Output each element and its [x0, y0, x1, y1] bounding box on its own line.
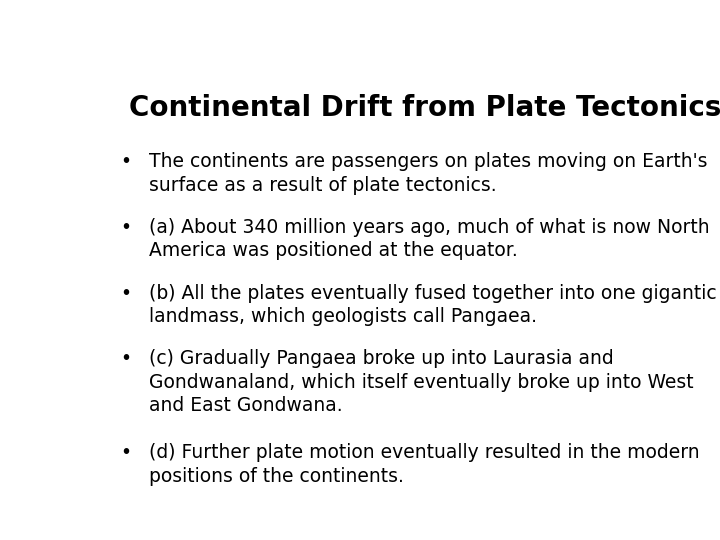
Text: •: •: [121, 218, 132, 237]
Text: (d) Further plate motion eventually resulted in the modern
positions of the cont: (d) Further plate motion eventually resu…: [148, 443, 699, 485]
Text: •: •: [121, 152, 132, 171]
Text: Continental Drift from Plate Tectonics: Continental Drift from Plate Tectonics: [129, 94, 720, 122]
Text: (a) About 340 million years ago, much of what is now North
America was positione: (a) About 340 million years ago, much of…: [148, 218, 709, 260]
Text: (b) All the plates eventually fused together into one gigantic
landmass, which g: (b) All the plates eventually fused toge…: [148, 284, 716, 326]
Text: •: •: [121, 349, 132, 368]
Text: (c) Gradually Pangaea broke up into Laurasia and
Gondwanaland, which itself even: (c) Gradually Pangaea broke up into Laur…: [148, 349, 693, 415]
Text: •: •: [121, 284, 132, 302]
Text: •: •: [121, 443, 132, 462]
Text: The continents are passengers on plates moving on Earth's
surface as a result of: The continents are passengers on plates …: [148, 152, 707, 194]
